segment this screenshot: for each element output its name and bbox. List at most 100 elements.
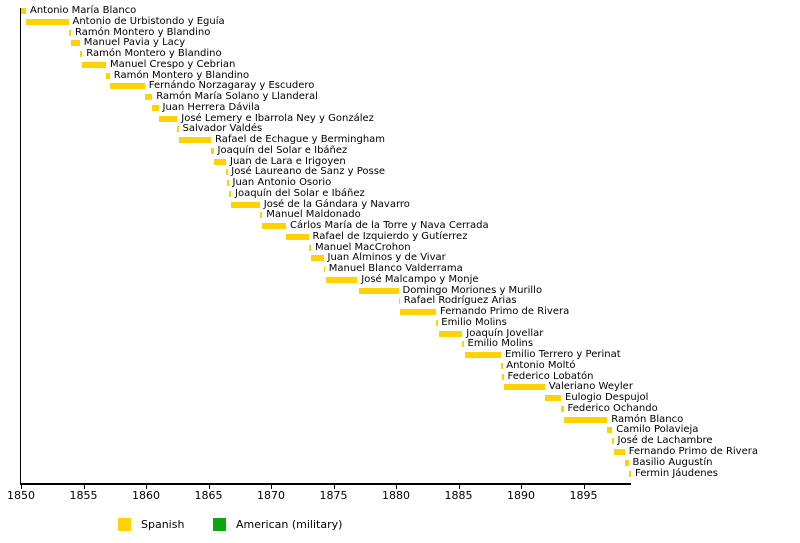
timeline-bar (544, 395, 561, 402)
bar-label: Eulogio Despujol (565, 392, 649, 404)
timeline-bar (502, 373, 504, 380)
bar-label: Fernándo Norzagaray y Escudero (148, 80, 315, 92)
bar-label: José Lemery e Ibarrola Ney y González (181, 112, 374, 124)
bar-label: José Laureano de Sanz y Posse (231, 166, 386, 178)
timeline-bar (628, 470, 631, 477)
timeline-bar (227, 180, 229, 187)
timeline-bar (311, 255, 324, 262)
timeline-bar (438, 330, 463, 337)
timeline-bar (462, 341, 464, 348)
y-axis-line (20, 8, 21, 484)
x-axis-tick-label: 1860 (132, 489, 160, 502)
timeline-bar (226, 169, 228, 176)
bar-label: Rafael Rodríguez Arias (403, 295, 517, 307)
timeline-bar (613, 448, 625, 455)
x-axis-tick (271, 483, 272, 489)
timeline-bar (563, 416, 608, 423)
legend-swatch-spanish (118, 518, 131, 531)
bar-label: Valeriano Weyler (548, 381, 633, 393)
bar-label: Joaquín del Solar e Ibáñez (217, 144, 348, 156)
bar-label: Federico Ochando (567, 402, 658, 414)
x-axis-tick-label: 1865 (194, 489, 223, 502)
timeline-bar (398, 298, 400, 305)
bar-label: Antonio de Urbistondo y Eguía (72, 15, 225, 27)
timeline-bar (436, 319, 438, 326)
timeline-bar (213, 158, 226, 165)
bar-label: Joaquín Jovellar (466, 327, 544, 339)
timeline-bar (561, 405, 564, 412)
bar-label: Salvador Valdés (182, 123, 263, 135)
timeline-bar (144, 94, 153, 101)
bar-label: Manuel Maldonado (266, 209, 361, 221)
bar-label: José de Lachambre (617, 435, 713, 447)
timeline-bar (286, 233, 309, 240)
x-axis-line (20, 483, 631, 485)
timeline-bar (71, 40, 80, 47)
bar-label: José Malcampo y Monje (361, 273, 479, 285)
timeline-bar (106, 72, 110, 79)
bar-label: Fernando Primo de Rivera (628, 445, 758, 457)
bar-label: Juan Herrera Dávila (162, 101, 260, 113)
timeline-bar (503, 384, 545, 391)
timeline-bar (109, 83, 145, 90)
legend-label-american: American (military) (236, 518, 343, 531)
bar-label: José de la Gándara y Navarro (263, 198, 410, 210)
x-axis-tick-label: 1870 (257, 489, 285, 502)
bar-label: Fermin Jáudenes (635, 467, 718, 479)
bar-label: Rafael de Izquierdo y Gutíerrez (312, 230, 468, 242)
bar-label: Antonio Moltó (506, 359, 576, 371)
bar-label: Juan Antonio Osorio (232, 177, 332, 189)
timeline-bar (323, 266, 325, 273)
timeline-bar (501, 362, 503, 369)
timeline-bar (177, 126, 179, 133)
timeline-bar (612, 438, 614, 445)
timeline-bar (399, 309, 436, 316)
bar-label: Emilio Molins (467, 338, 534, 350)
timeline-bar (262, 223, 286, 230)
bar-label: Domingo Moriones y Murillo (402, 284, 543, 296)
bar-label: Fernando Primo de Rivera (440, 306, 570, 318)
legend-item-spanish: Spanish (118, 518, 184, 531)
x-axis-tick (333, 483, 335, 489)
x-axis-tick-label: 1880 (382, 489, 410, 502)
bar-label: Emilio Molins (441, 316, 507, 328)
bar-label: Ramón Montero y Blandino (75, 26, 211, 38)
timeline-bar (308, 244, 311, 251)
timeline-bar (358, 287, 399, 294)
legend-label-spanish: Spanish (141, 518, 185, 531)
bar-label: Juan de Lara e Irigoyen (230, 155, 346, 167)
x-axis-tick (583, 483, 585, 489)
timeline-bar (82, 61, 106, 68)
legend-swatch-american (213, 518, 226, 531)
x-axis-tick-label: 1850 (7, 489, 35, 502)
bar-label: Basilio Augustín (632, 456, 713, 468)
bar-label: Manuel MacCrohon (315, 241, 411, 253)
bar-label: Camilo Polavieja (616, 424, 699, 436)
timeline-bar (68, 29, 71, 36)
bar-label: Rafael de Echague y Bermingham (215, 134, 386, 146)
bar-label: Federico Lobatón (507, 370, 594, 382)
x-axis-tick-label: 1885 (444, 489, 473, 502)
bar-label: Ramón Montero y Blandino (86, 48, 222, 60)
x-axis-tick-label: 1890 (507, 489, 535, 502)
bar-label: Ramón Blanco (611, 413, 684, 425)
x-axis-tick-label: 1895 (569, 489, 598, 502)
timeline-bar (231, 201, 260, 208)
x-axis-tick-label: 1855 (69, 489, 98, 502)
x-axis-tick (396, 483, 397, 489)
timeline-bar (624, 459, 629, 466)
legend-item-american: American (military) (213, 518, 342, 531)
bar-label: Ramón María Solano y Llanderal (156, 91, 318, 103)
bar-label: Joaquín del Solar e Ibáñez (235, 187, 365, 199)
x-axis-tick-label: 1875 (319, 489, 348, 502)
x-axis-tick (83, 483, 85, 489)
timeline-bar (228, 190, 231, 197)
timeline-bar (21, 8, 26, 14)
timeline-bar (178, 137, 211, 144)
timeline-bar (211, 147, 214, 154)
bar-label: Ramón Montero y Blandino (113, 69, 250, 81)
timeline-bar (158, 115, 178, 122)
bar-label: Antonio María Blanco (30, 5, 137, 16)
x-axis-tick (208, 483, 210, 489)
